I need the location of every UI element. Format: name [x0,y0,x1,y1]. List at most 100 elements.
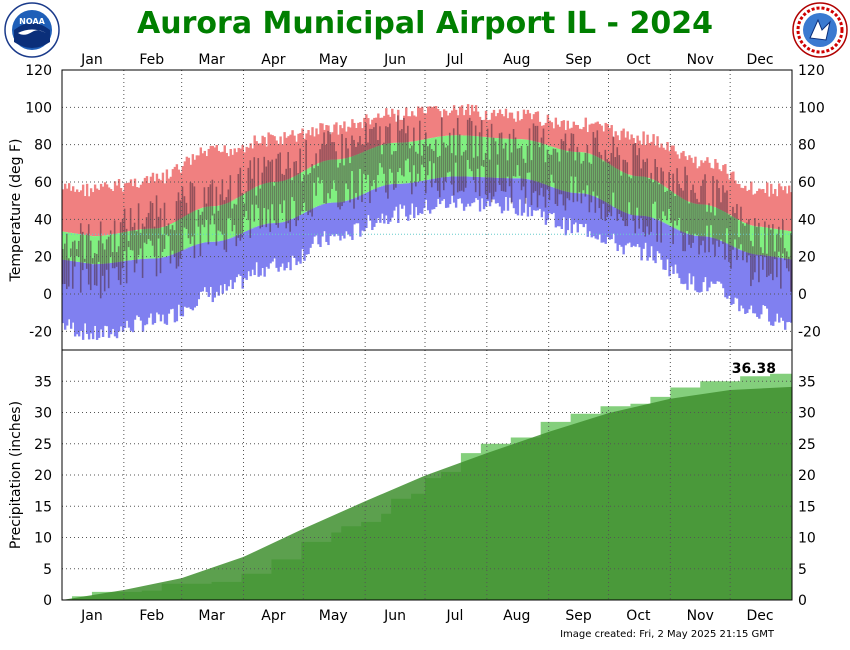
record-low-bar [610,205,613,240]
observed-range-bar [762,253,764,270]
record-low-bar [363,193,366,232]
observed-range-bar [383,142,385,174]
observed-range-bar [255,195,258,205]
record-high-bar [630,134,633,176]
record-low-bar [714,238,717,284]
record-low-bar [397,183,400,223]
observed-range-bar [574,160,577,177]
temperature-tick-label-left: 60 [34,175,52,191]
record-low-bar [582,193,585,228]
record-low-bar [566,191,570,231]
record-high-bar [482,119,486,137]
record-high-bar [139,184,143,230]
observed-range-bar [301,181,303,212]
record-low-bar [568,192,572,219]
record-low-bar [622,211,625,255]
record-high-bar [598,124,601,159]
record-low-bar [556,189,560,227]
record-high-bar [428,106,432,139]
observed-range-bar [548,154,551,201]
record-high-bar [586,132,589,154]
record-high-bar [417,106,420,141]
observed-range-bar [736,204,738,260]
observed-range-bar [592,131,595,192]
record-high-bar [656,136,659,182]
record-high-bar [129,179,133,231]
observed-range-bar [345,137,347,184]
record-low-bar [668,225,671,277]
record-high-bar [778,183,781,230]
observed-range-bar [87,224,90,285]
record-low-bar [227,238,230,287]
record-low-bar [389,184,392,222]
record-high-bar [303,138,306,171]
observed-range-bar [480,120,483,166]
record-low-bar [464,176,468,207]
record-high-bar [742,188,745,223]
observed-range-bar [117,246,120,281]
record-high-bar [259,143,262,185]
record-low-bar [69,260,73,329]
normal-range-bar [379,145,382,187]
record-low-bar [724,242,727,298]
observed-range-bar [704,174,706,253]
record-high-bar [444,110,448,136]
observed-range-bar [716,179,718,241]
observed-range-bar [652,182,654,204]
record-low-bar [209,241,212,287]
record-low-bar [377,187,380,219]
record-low-bar [379,186,382,223]
record-low-bar [428,179,432,214]
observed-range-bar [389,123,391,169]
record-high-bar [764,192,767,228]
observed-range-bar [143,226,146,243]
record-high-bar [415,116,418,141]
observed-range-bar [419,120,421,182]
observed-range-bar [778,226,780,252]
observed-range-bar [347,148,349,190]
record-low-bar [117,261,121,332]
normal-range-bar [784,230,787,259]
record-low-bar [472,176,476,203]
record-low-bar [145,258,149,325]
record-high-bar [682,151,685,199]
record-low-bar [768,256,771,322]
record-low-bar [147,258,151,318]
record-low-bar [522,178,526,213]
observed-range-bar [486,128,489,200]
record-low-bar [600,199,603,243]
record-low-bar [371,189,374,231]
record-low-bar [167,255,171,314]
observed-range-bar [630,178,633,215]
observed-range-bar [237,173,240,238]
record-high-bar [83,196,87,235]
precipitation-tick-label-left: 5 [43,562,52,578]
observed-range-bar [73,240,76,267]
normal-range-bar [83,234,87,263]
record-low-bar [415,182,418,208]
observed-range-bar [438,155,441,198]
record-low-bar [718,239,721,282]
record-low-bar [706,236,709,292]
observed-range-bar [105,239,108,270]
record-low-bar [111,262,115,329]
record-high-bar [333,124,336,160]
normal-range-bar [183,216,187,250]
observed-range-bar [299,148,301,216]
observed-range-bar [153,226,156,257]
observed-range-bar [101,243,104,276]
record-high-bar [446,115,450,136]
observed-range-bar [377,140,379,176]
observed-range-bar [468,117,471,169]
observed-range-bar [343,165,345,203]
record-high-bar [550,122,554,147]
observed-range-bar [139,232,142,249]
month-label-bottom: Jul [445,608,463,624]
observed-range-bar [391,154,393,173]
observed-range-bar [754,218,756,273]
observed-range-bar [476,156,479,169]
observed-range-bar [203,187,206,228]
month-label-bottom: Nov [687,608,714,624]
record-high-bar [744,185,747,224]
observed-range-bar [586,144,589,186]
